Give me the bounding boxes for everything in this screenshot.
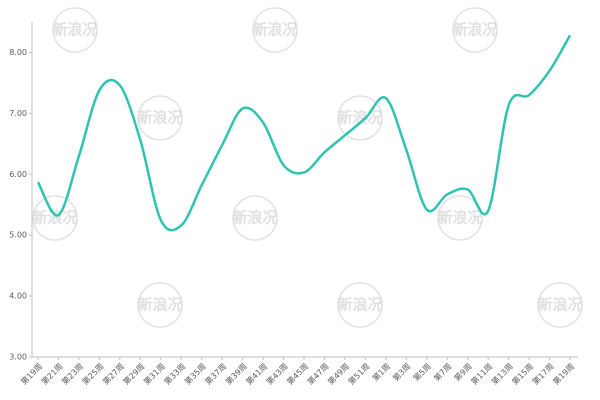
y-tick-label: 5.00 bbox=[9, 231, 27, 240]
x-tick-label: 第31周 bbox=[141, 361, 167, 387]
watermark: 新浪况 bbox=[437, 209, 482, 227]
x-tick-label: 第29周 bbox=[121, 361, 147, 387]
watermark-ring bbox=[52, 7, 98, 53]
watermark: 新浪况 bbox=[32, 209, 77, 227]
watermark: 新浪况 bbox=[337, 109, 382, 127]
x-tick-label: 第49周 bbox=[326, 361, 352, 387]
watermark-ring bbox=[452, 7, 498, 53]
x-tick-label: 第23周 bbox=[60, 361, 86, 387]
line bbox=[36, 34, 572, 232]
x-tick-label: 第33周 bbox=[162, 361, 188, 387]
x-tick-label: 第39周 bbox=[223, 361, 249, 387]
watermark-ring bbox=[32, 195, 78, 241]
x-tick-label: 第47周 bbox=[305, 361, 331, 387]
x-tick-label: 第45周 bbox=[285, 361, 311, 387]
x-tick-label: 第13周 bbox=[489, 361, 515, 387]
watermark-ring bbox=[437, 195, 483, 241]
x-tick-label: 第25周 bbox=[80, 361, 106, 387]
x-tick-label: 第3周 bbox=[391, 361, 413, 383]
watermark-ring bbox=[337, 95, 383, 141]
watermark: 新浪况 bbox=[137, 109, 182, 127]
x-tick-label: 第1周 bbox=[370, 361, 392, 383]
y-tick-label: 7.00 bbox=[9, 109, 27, 118]
x-tick-label: 第19周 bbox=[19, 361, 45, 387]
x-tick-label: 第51周 bbox=[346, 361, 372, 387]
x-tick-label: 第43周 bbox=[264, 361, 290, 387]
x-tick-label: 第5周 bbox=[411, 361, 433, 383]
watermark: 新浪况 bbox=[337, 296, 382, 314]
x-tick-label: 第21周 bbox=[39, 361, 65, 387]
x-tick-label: 第7周 bbox=[431, 361, 453, 383]
watermark: 新浪况 bbox=[137, 296, 182, 314]
watermark: 新浪况 bbox=[52, 21, 97, 39]
watermark-ring bbox=[337, 282, 383, 328]
x-tick-label: 第19周 bbox=[551, 361, 577, 387]
watermark-ring bbox=[232, 195, 278, 241]
watermark: 新浪况 bbox=[452, 21, 497, 39]
y-tick-label: 4.00 bbox=[9, 292, 27, 301]
watermark-ring bbox=[137, 95, 183, 141]
watermark-ring bbox=[137, 282, 183, 328]
watermark: 新浪况 bbox=[232, 209, 277, 227]
x-tick-label: 第41周 bbox=[244, 361, 270, 387]
watermark-ring bbox=[537, 282, 583, 328]
watermark: 新浪况 bbox=[537, 296, 582, 314]
x-tick-label: 第37周 bbox=[203, 361, 229, 387]
x-tick-label: 第17周 bbox=[530, 361, 556, 387]
watermark: 新浪况 bbox=[252, 21, 297, 39]
x-tick-label: 第27周 bbox=[100, 361, 126, 387]
y-tick-label: 6.00 bbox=[9, 170, 27, 179]
watermark-ring bbox=[252, 7, 298, 53]
y-tick-label: 8.00 bbox=[9, 48, 27, 57]
x-tick-label: 第11周 bbox=[469, 361, 495, 387]
x-tick-label: 第35周 bbox=[182, 361, 208, 387]
x-tick-label: 第15周 bbox=[510, 361, 536, 387]
y-tick-label: 3.00 bbox=[9, 353, 27, 362]
